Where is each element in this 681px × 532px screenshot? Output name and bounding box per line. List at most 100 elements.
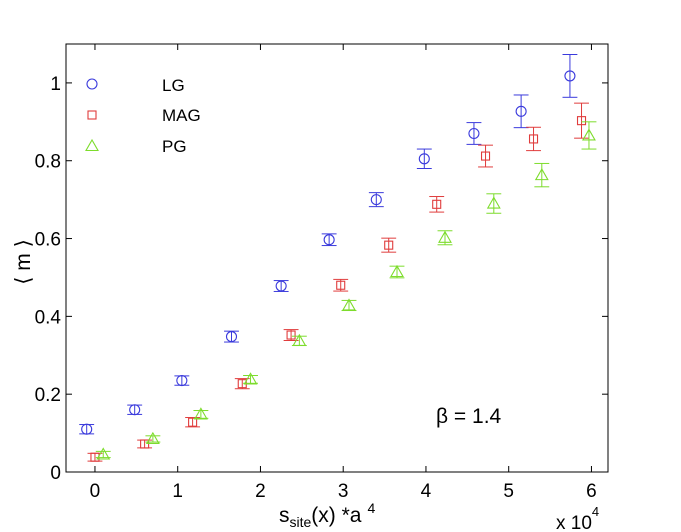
data-point-mag	[574, 102, 589, 139]
axis-ticks: 0 1 2 3 4 5 6 0 0.2 0.4 0.6 0.8 1	[35, 44, 608, 502]
series-lg	[79, 54, 578, 435]
marker-mag	[286, 330, 296, 340]
marker-pg	[193, 407, 208, 420]
marker-mag	[432, 199, 442, 209]
data-point-mag	[137, 439, 153, 449]
data-point-lg	[562, 54, 578, 98]
marker-mag	[576, 116, 587, 126]
data-point-pg	[243, 372, 258, 385]
marker-pg	[582, 128, 596, 141]
data-point-lg	[174, 375, 190, 387]
legend-marker-lg	[86, 78, 98, 90]
marker-pg	[534, 168, 549, 181]
data-point-pg	[437, 230, 453, 246]
data-point-lg	[416, 148, 432, 170]
marker-lg	[564, 70, 576, 82]
y-tick-label: 1	[50, 74, 61, 95]
marker-pg	[342, 298, 356, 311]
marker-mag	[528, 134, 539, 144]
marker-lg	[81, 423, 93, 435]
legend-label-pg: PG	[162, 137, 187, 156]
marker-lg	[225, 331, 238, 343]
marker-lg	[468, 127, 480, 140]
marker-mag	[188, 417, 198, 427]
data-point-pg	[145, 431, 161, 444]
x-axis-multiplier-exp: 4	[592, 504, 599, 519]
data-point-lg	[273, 280, 289, 292]
data-point-mag	[526, 126, 541, 152]
marker-lg	[370, 194, 382, 206]
data-point-mag	[429, 196, 445, 213]
data-point-lg	[466, 122, 482, 145]
legend: LG MAG PG	[85, 76, 201, 156]
marker-lg	[275, 280, 287, 292]
data-point-pg	[581, 121, 597, 150]
legend-marker-mag	[87, 110, 97, 120]
series-layer	[79, 54, 597, 462]
marker-mag	[384, 240, 394, 250]
data-point-mag	[381, 237, 397, 253]
y-axis-label: ⟨ m ⟩	[12, 239, 35, 285]
plot-background	[66, 44, 608, 472]
plot-frame	[65, 43, 609, 473]
data-point-lg	[127, 404, 143, 416]
marker-pg	[486, 196, 501, 209]
marker-lg	[323, 234, 335, 246]
y-tick-label: 0.6	[35, 230, 61, 251]
data-point-pg	[193, 407, 209, 420]
data-point-mag	[185, 417, 201, 428]
data-point-mag	[478, 144, 493, 168]
x-tick-label: 3	[338, 481, 349, 502]
y-tick-label: 0.4	[35, 307, 62, 328]
series-mag	[87, 102, 589, 462]
x-tick-label: 6	[586, 481, 597, 502]
data-point-lg	[79, 423, 95, 435]
data-point-lg	[224, 330, 239, 343]
marker-mag	[140, 439, 150, 449]
marker-pg	[390, 264, 404, 278]
beta-annotation: β = 1.4	[436, 405, 502, 428]
series-pg	[95, 121, 597, 460]
legend-label-mag: MAG	[162, 106, 201, 125]
marker-pg	[292, 333, 307, 346]
marker-lg	[176, 375, 188, 387]
x-tick-label: 5	[503, 481, 514, 502]
marker-lg	[515, 105, 527, 117]
legend-markers	[85, 78, 99, 152]
x-axis-multiplier-base: x 10	[556, 513, 592, 532]
legend-marker-pg	[85, 138, 99, 152]
x-axis-label-sub: site	[290, 514, 312, 530]
x-tick-label: 1	[172, 481, 183, 502]
x-tick-label: 0	[90, 481, 101, 502]
data-point-pg	[389, 264, 405, 279]
marker-mag	[480, 151, 491, 161]
x-axis-label-sup: 4	[367, 500, 375, 516]
marker-mag	[336, 280, 346, 290]
marker-lg	[129, 404, 141, 416]
data-point-lg	[513, 94, 529, 129]
y-tick-label: 0.2	[35, 385, 61, 406]
data-point-pg	[341, 298, 357, 312]
marker-pg	[438, 230, 452, 243]
marker-pg	[243, 372, 258, 385]
data-point-pg	[95, 447, 111, 460]
marker-lg	[418, 153, 430, 165]
x-axis-label: ssite(x) *a 4	[279, 500, 375, 530]
data-point-lg	[368, 192, 384, 208]
data-point-pg	[534, 162, 550, 188]
y-tick-label: 0	[50, 463, 61, 484]
data-point-mag	[333, 278, 349, 292]
x-axis-label-rest: (x) *a	[311, 504, 361, 527]
x-tick-label: 2	[255, 481, 266, 502]
x-tick-label: 4	[421, 481, 432, 502]
y-tick-label: 0.8	[35, 152, 61, 173]
data-point-pg	[291, 333, 307, 347]
marker-pg	[96, 447, 111, 460]
data-point-lg	[321, 233, 337, 247]
x-axis-multiplier: x 104	[556, 504, 599, 532]
data-point-pg	[486, 193, 502, 214]
marker-pg	[145, 431, 160, 444]
legend-label-lg: LG	[162, 76, 185, 95]
x-axis-label-main: s	[279, 504, 290, 527]
